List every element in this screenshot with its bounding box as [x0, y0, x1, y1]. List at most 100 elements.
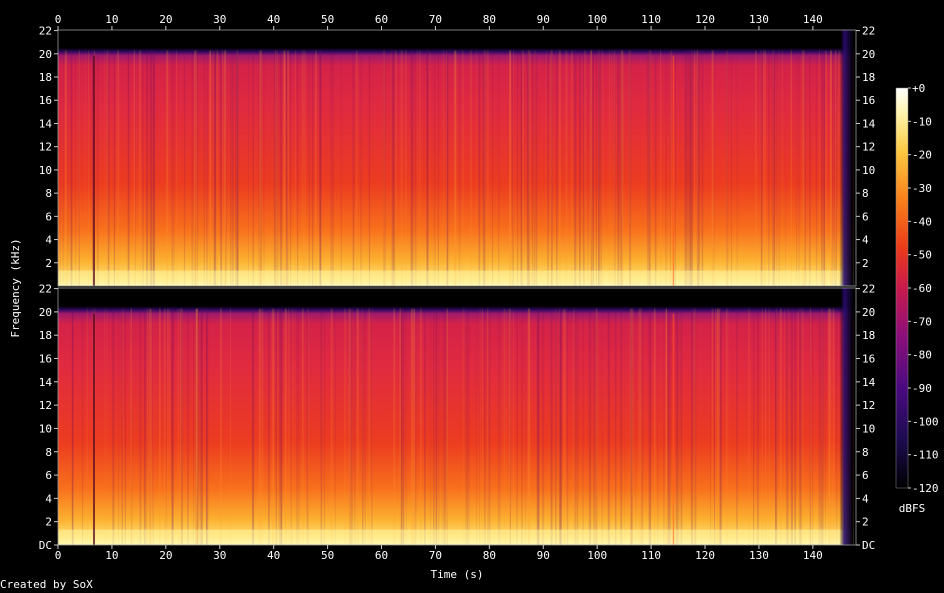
spectral-streak — [196, 308, 199, 545]
spectral-streak — [823, 50, 825, 286]
spectral-streak — [666, 50, 668, 286]
spectral-streak — [516, 50, 519, 286]
y-tick-label: 14 — [862, 376, 876, 389]
spectral-streak — [446, 308, 448, 545]
dark-event-line — [93, 313, 95, 545]
spectral-streak — [330, 50, 332, 286]
x-tick-label: 50 — [321, 13, 334, 26]
spectral-streak — [527, 308, 530, 545]
x-tick-label: 110 — [641, 549, 661, 562]
spectral-streak — [454, 50, 456, 286]
spectral-streak — [362, 308, 364, 545]
spectral-streak — [595, 50, 597, 286]
y-tick-label: 16 — [39, 94, 52, 107]
spectral-streak — [230, 50, 232, 286]
spectral-streak — [620, 50, 622, 286]
spectral-streak — [483, 50, 486, 286]
spectral-streak — [288, 308, 290, 545]
spectral-streak — [776, 50, 778, 286]
spectral-streak — [236, 50, 239, 286]
spectral-streak — [308, 50, 310, 286]
spectral-streak — [153, 50, 156, 286]
spectral-streak — [513, 308, 514, 545]
y-tick-label: 8 — [862, 446, 869, 459]
spectral-streak — [364, 308, 366, 545]
spectral-streak — [646, 50, 649, 286]
spectral-streak — [790, 308, 793, 545]
spectral-streak — [435, 308, 437, 545]
spectral-streak — [631, 308, 633, 545]
spectral-streak — [476, 50, 477, 286]
x-tick-label: 10 — [105, 13, 118, 26]
spectral-streak — [524, 308, 526, 545]
colorbar-tick-label: +0 — [912, 82, 925, 95]
spectral-streak — [260, 50, 263, 286]
spectral-streak — [638, 308, 641, 545]
spectral-streak — [193, 308, 194, 545]
spectral-streak — [183, 50, 186, 286]
spectral-streak — [695, 308, 697, 545]
spectral-streak — [558, 308, 560, 545]
spectral-streak — [755, 50, 757, 286]
spectral-streak — [146, 308, 149, 545]
y-tick-label: 12 — [862, 141, 875, 154]
spectral-streak — [687, 50, 690, 286]
spectral-streak — [574, 308, 576, 545]
spectral-streak — [801, 50, 804, 286]
spectral-streak — [782, 50, 783, 286]
x-tick-label: 0 — [55, 13, 62, 26]
y-tick-label: 18 — [862, 71, 875, 84]
spectral-streak — [209, 50, 212, 286]
spectral-streak — [521, 50, 523, 286]
y-tick-label: 6 — [862, 210, 869, 223]
x-tick-label: 60 — [375, 13, 388, 26]
spectral-streak — [825, 50, 827, 286]
spectral-streak — [783, 308, 786, 545]
spectral-streak — [206, 308, 208, 545]
spectral-streak — [276, 50, 278, 286]
spectrogram-panels — [57, 29, 857, 546]
spectral-streak — [405, 308, 407, 545]
y-tick-label: 14 — [862, 117, 876, 130]
spectral-streak — [86, 308, 88, 545]
spectral-streak — [790, 50, 792, 286]
spectral-streak — [827, 308, 831, 545]
spectral-streak — [121, 308, 123, 545]
spectral-streak — [590, 50, 592, 286]
spectral-streak — [334, 308, 336, 545]
spectral-streak — [150, 50, 152, 286]
x-tick-label: 130 — [749, 549, 769, 562]
spectral-streak — [509, 50, 511, 286]
spectral-streak — [280, 50, 283, 286]
spectral-streak — [400, 308, 403, 545]
spectral-streak — [721, 308, 723, 545]
spectral-streak — [171, 308, 174, 545]
spectral-streak — [368, 50, 371, 286]
fade-out-tail — [839, 288, 854, 545]
spectral-streak — [803, 50, 805, 286]
x-axis-top: 0 10 20 30 40 50 60 70 80 90 100 110 120 130 140 — [55, 13, 823, 30]
spectral-streak — [399, 308, 401, 545]
spectral-streak — [146, 50, 149, 286]
spectral-streak — [411, 50, 414, 286]
spectral-streak — [433, 50, 436, 286]
spectral-streak — [259, 308, 262, 545]
spectral-streak — [222, 50, 224, 286]
spectral-streak — [654, 308, 656, 545]
spectral-streak — [663, 308, 665, 545]
spectral-streak — [261, 308, 264, 545]
x-axis-label: Time (s) — [431, 568, 484, 581]
spectral-streak — [271, 308, 274, 545]
spectral-streak — [426, 50, 429, 286]
spectral-streak — [224, 50, 227, 286]
spectral-streak — [104, 50, 106, 286]
spectral-streak — [324, 308, 326, 545]
spectral-streak — [91, 308, 93, 545]
x-tick-label: 60 — [375, 549, 388, 562]
spectral-streak — [225, 50, 228, 286]
spectral-streak — [670, 50, 673, 286]
spectral-streak — [675, 308, 678, 545]
spectral-streak — [599, 50, 601, 286]
spectral-streak — [498, 50, 500, 286]
spectral-streak — [311, 50, 314, 286]
